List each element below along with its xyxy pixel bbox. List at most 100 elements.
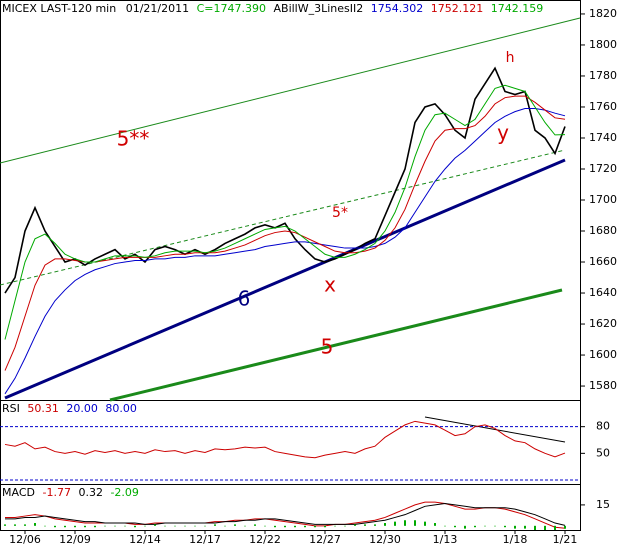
histogram-bar (44, 525, 46, 527)
histogram-bar (14, 524, 16, 526)
histogram-bar (134, 525, 136, 528)
histogram-bar (354, 524, 356, 526)
macd-header: MACD -1.77 0.32 -2.09 (2, 486, 139, 499)
histogram-bar (344, 525, 346, 527)
plot-frame (0, 0, 581, 531)
histogram-bar (204, 525, 206, 527)
histogram-bar (364, 524, 366, 526)
histogram-bar (274, 525, 276, 528)
histogram-bar (424, 521, 426, 526)
histogram-bar (114, 525, 116, 527)
histogram-bar (4, 524, 6, 526)
y-tick-label: 1800 (589, 38, 617, 51)
series-line (4, 420, 566, 459)
y-tick-label: 80 (596, 420, 610, 433)
histogram-bar (154, 524, 156, 526)
y-tick-label: 1820 (589, 7, 617, 20)
y-tick-label: 15 (596, 498, 610, 511)
x-tick-label: 1/13 (433, 533, 458, 546)
y-tick-label: 1580 (589, 379, 617, 392)
histogram-bar (214, 524, 216, 526)
x-tick-label: 12/22 (249, 533, 281, 546)
histogram-bar (174, 525, 176, 527)
histogram-bar (504, 525, 506, 528)
histogram-bar (374, 524, 376, 526)
histogram-bar (144, 525, 146, 527)
histogram-bar (94, 525, 96, 528)
histogram-bar (264, 525, 266, 527)
x-tick-label: 12/30 (369, 533, 401, 546)
y-tick-label: 1740 (589, 131, 617, 144)
histogram-bar (164, 525, 166, 527)
histogram-bar (54, 525, 56, 528)
y-tick-label: 1680 (589, 224, 617, 237)
y-tick-label: 1620 (589, 317, 617, 330)
histogram-bar (544, 525, 546, 530)
histogram-bar (404, 520, 406, 526)
annotation: 6 (238, 287, 251, 311)
histogram-bar (84, 525, 86, 528)
series-line (4, 108, 566, 395)
y-tick-label: 1780 (589, 69, 617, 82)
histogram-bar (304, 525, 306, 528)
series-line (5, 501, 566, 529)
histogram-bar (554, 525, 556, 530)
histogram-bar (514, 525, 516, 529)
x-tick-label: 12/27 (309, 533, 341, 546)
histogram-bar (434, 523, 436, 526)
y-tick-label: 50 (596, 446, 610, 459)
histogram-bar (224, 525, 226, 527)
histogram-bar (464, 525, 466, 529)
y-tick-label: 1640 (589, 286, 617, 299)
histogram-bar (384, 523, 386, 526)
histogram-bar (24, 524, 26, 526)
histogram-bar (444, 525, 446, 527)
histogram-bar (104, 525, 106, 527)
y-tick-label: 1660 (589, 255, 617, 268)
histogram-bar (244, 525, 246, 527)
series-line (5, 503, 566, 526)
y-tick-label: 1600 (589, 348, 617, 361)
histogram-bar (284, 525, 286, 528)
histogram-bar (124, 525, 126, 527)
x-tick-label: 12/09 (59, 533, 91, 546)
x-tick-label: 12/14 (129, 533, 161, 546)
histogram-bar (74, 525, 76, 528)
trend-line (0, 17, 581, 164)
histogram-bar (194, 525, 196, 527)
histogram-bar (234, 524, 236, 526)
histogram-bar (184, 525, 186, 527)
histogram-bar (314, 525, 316, 528)
histogram-bar (64, 525, 66, 528)
header: MICEX LAST-120 min 01/21/2011 C=1747.390… (2, 2, 543, 15)
histogram-bar (484, 525, 486, 527)
x-tick-label: 1/21 (553, 533, 578, 546)
histogram-bar (334, 525, 336, 527)
histogram-bar (524, 525, 526, 529)
annotation: 5** (117, 127, 150, 151)
histogram-bar (414, 520, 416, 526)
histogram-bar (254, 524, 256, 526)
histogram-bar (394, 521, 396, 526)
x-tick-label: 12/17 (189, 533, 221, 546)
histogram-bar (294, 525, 296, 528)
y-tick-label: 1720 (589, 162, 617, 175)
y-tick-label: 1700 (589, 193, 617, 206)
series-line (4, 66, 566, 294)
annotation: x (324, 273, 336, 297)
annotation: h (506, 50, 515, 66)
y-tick-label: 1760 (589, 100, 617, 113)
annotation: y (497, 121, 509, 145)
histogram-bar (494, 525, 496, 527)
histogram-bar (454, 525, 456, 528)
histogram-bar (324, 525, 326, 528)
trend-line (109, 288, 563, 402)
trend-line (4, 158, 566, 400)
x-tick-label: 1/18 (503, 533, 528, 546)
rsi-header: RSI 50.31 20.00 80.00 (2, 402, 137, 415)
x-tick-label: 12/06 (9, 533, 41, 546)
histogram-bar (564, 525, 566, 529)
histogram-bar (534, 525, 536, 530)
histogram-bar (474, 525, 476, 528)
